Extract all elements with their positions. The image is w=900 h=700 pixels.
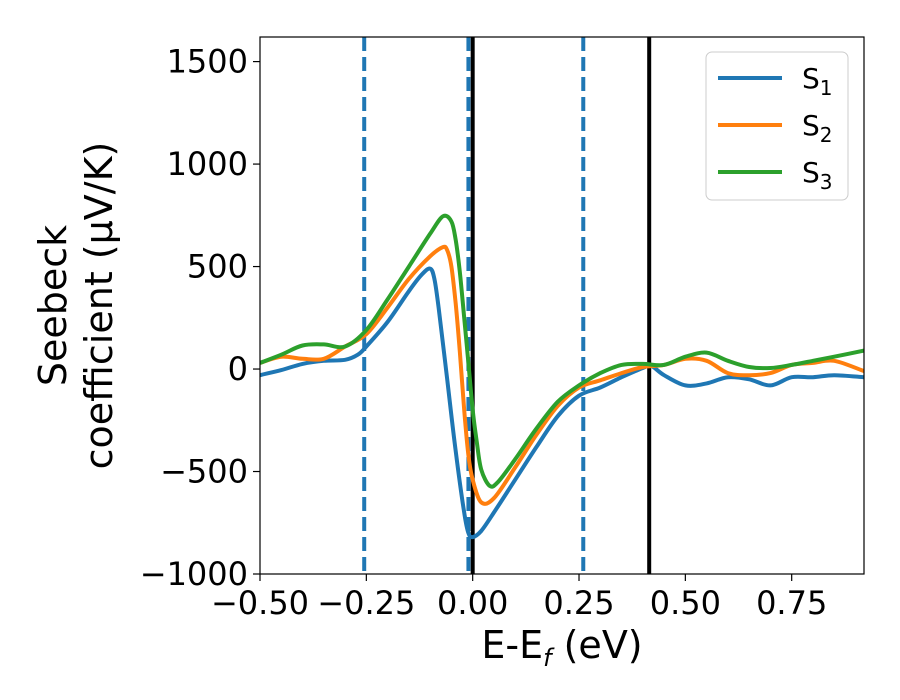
- legend-label-sub: 2: [820, 123, 833, 147]
- y-tick-label-4: 1000: [167, 145, 248, 183]
- y-tick-label-2: 0: [228, 350, 248, 388]
- legend-label-main: S: [802, 62, 820, 95]
- series-line-S2: [260, 247, 864, 504]
- series-line-S3: [260, 216, 864, 487]
- x-tick-label-3: 0.25: [543, 584, 614, 622]
- y-axis-label-line1: Seebeck: [31, 225, 75, 386]
- y-tick-label-3: 500: [187, 248, 248, 286]
- y-axis-label-line2: coefficient (μV/K): [77, 142, 121, 470]
- legend-label-main: S: [802, 109, 820, 142]
- x-axis-label-unit: (eV): [552, 623, 643, 667]
- series-lines: [260, 216, 864, 537]
- legend-label-main: S: [802, 156, 820, 189]
- y-tick-label-5: 1500: [167, 43, 248, 81]
- x-tick-label-1: −0.25: [317, 584, 415, 622]
- x-tick-label-2: 0.00: [437, 584, 508, 622]
- legend-label-sub: 3: [820, 170, 833, 194]
- y-tick-label-1: −500: [160, 453, 248, 491]
- legend-label-sub: 1: [820, 76, 833, 100]
- x-tick-label-5: 0.75: [756, 584, 827, 622]
- x-axis-label-main: E-E: [481, 623, 543, 667]
- x-tick-label-4: 0.50: [650, 584, 721, 622]
- y-tick-label-0: −1000: [140, 555, 248, 593]
- x-axis-label: E-Ef (eV): [481, 623, 642, 672]
